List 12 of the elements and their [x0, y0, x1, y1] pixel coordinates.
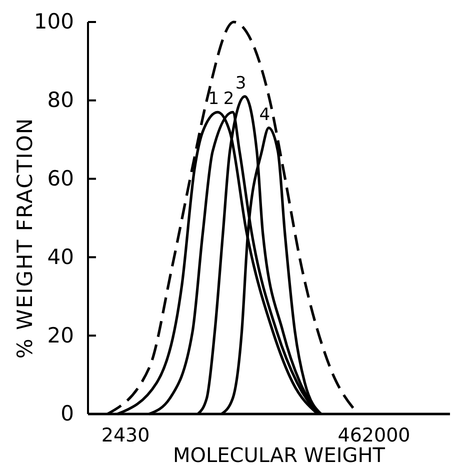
series-label: 4 — [259, 104, 270, 125]
series-label: 1 — [208, 89, 220, 110]
y-tick-label: 100 — [34, 10, 74, 34]
y-tick-label: 20 — [47, 323, 74, 348]
y-axis-title: % WEIGHT FRACTION — [13, 117, 37, 359]
y-tick-label: 60 — [47, 166, 74, 191]
x-tick-label: 2430 — [101, 424, 150, 446]
y-tick-label: 80 — [47, 88, 74, 112]
y-tick-label: 40 — [47, 244, 74, 269]
series-label: 2 — [223, 89, 234, 110]
y-tick-label: 0 — [60, 402, 74, 426]
series-label: 3 — [235, 73, 246, 94]
